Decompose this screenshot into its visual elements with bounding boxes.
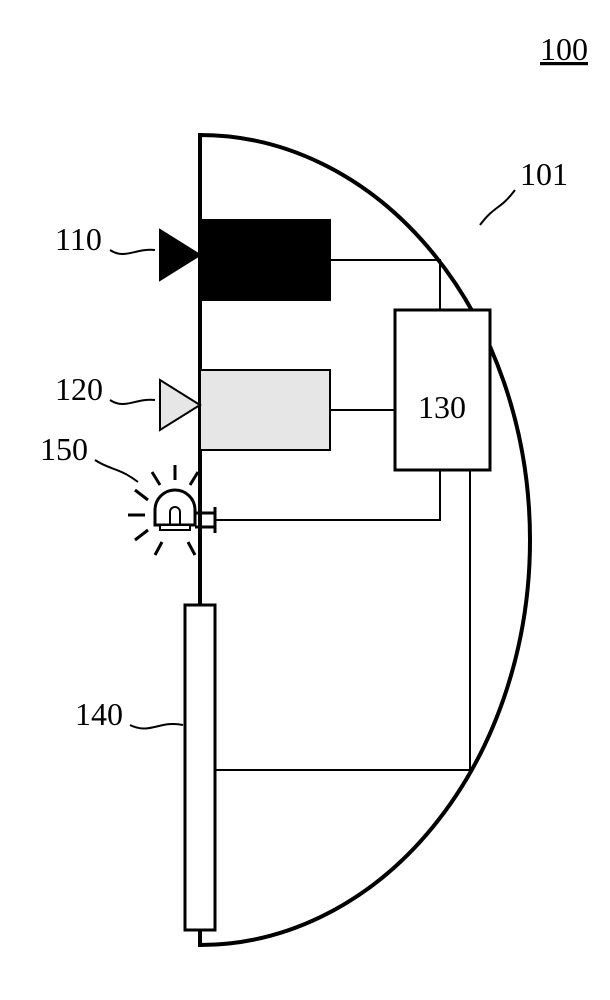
comp2-label: 120 [55, 371, 103, 407]
wire-comp1-comp3 [330, 260, 440, 310]
comp1-label: 110 [55, 221, 102, 257]
callout-comp2-leader [110, 400, 155, 404]
wire-led-comp3 [215, 470, 440, 520]
comp2-triangle [160, 380, 200, 430]
comp3-label: 130 [418, 389, 466, 425]
callout-comp4-leader [130, 724, 183, 729]
housing-label: 101 [520, 156, 568, 192]
comp1-block [200, 220, 330, 300]
led-label: 150 [40, 431, 88, 467]
callout-housing-leader [480, 190, 515, 225]
wire-comp4-comp3 [215, 470, 470, 770]
comp1-triangle [160, 230, 200, 280]
figure-svg: 130 100 101 11 [0, 0, 610, 1000]
comp2-block [200, 370, 330, 450]
callout-comp1-leader [110, 250, 155, 254]
comp4-label: 140 [75, 696, 123, 732]
callout-led-leader [95, 460, 138, 482]
assembly-label: 100 [540, 31, 588, 67]
comp4-block [185, 605, 215, 930]
